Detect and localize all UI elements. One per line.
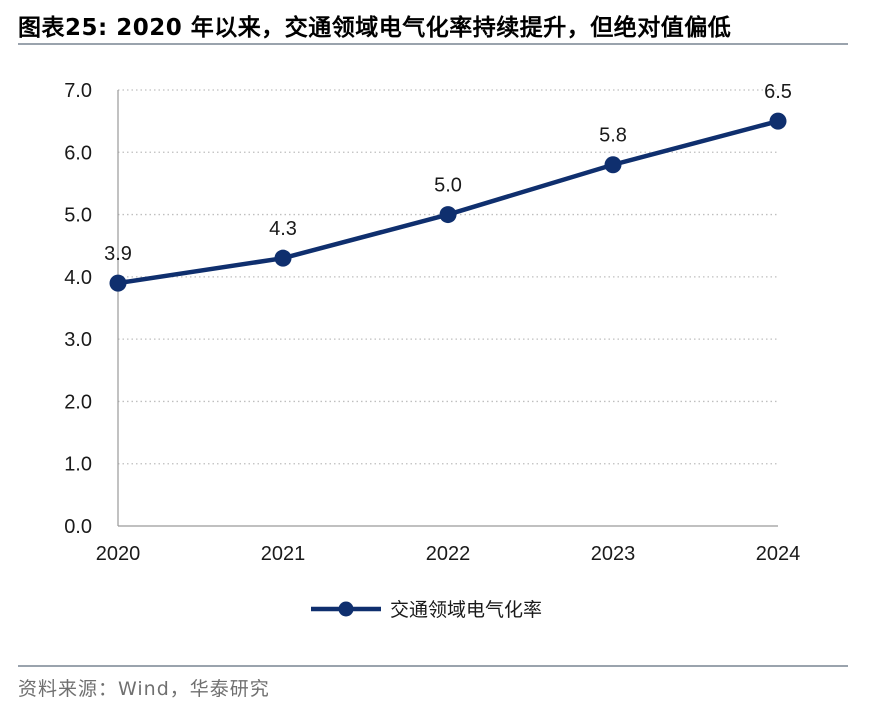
y-tick-label: 4.0 [64,267,92,289]
data-point-2023 [604,156,622,174]
x-tick-label: 2024 [756,543,801,565]
y-axis-ticks: 0.0 1.0 2.0 3.0 4.0 5.0 6.0 7.0 [64,80,92,538]
data-point-2021 [274,249,292,267]
top-divider [18,43,848,45]
x-tick-label: 2021 [261,543,306,565]
data-label-2023: 5.8 [599,125,627,147]
y-tick-label: 1.0 [64,454,92,476]
legend-label: 交通领域电气化率 [390,599,542,621]
data-point-2022 [439,206,457,224]
figure-title: 图表25: 2020 年以来，交通领域电气化率持续提升，但绝对值偏低 [18,15,732,41]
data-point-2020 [109,274,127,292]
y-tick-label: 2.0 [64,391,92,413]
data-label-2021: 4.3 [269,218,297,240]
data-point-2024 [769,112,787,130]
series-line [115,118,781,286]
x-tick-label: 2023 [591,543,636,565]
y-tick-label: 7.0 [64,80,92,102]
x-axis-ticks: 2020 2021 2022 2023 2024 [96,543,801,565]
data-label-2022: 5.0 [434,175,462,197]
data-labels: 3.9 4.3 5.0 5.8 6.5 [104,81,792,265]
data-label-2024: 6.5 [764,81,792,103]
legend: 交通领域电气化率 [311,599,542,621]
y-tick-label: 5.0 [64,205,92,227]
series-layer [109,112,787,292]
y-tick-label: 3.0 [64,329,92,351]
data-label-2020: 3.9 [104,243,132,265]
bottom-divider [18,665,848,667]
source-note: 资料来源：Wind，华泰研究 [18,678,270,700]
x-tick-label: 2022 [426,543,471,565]
x-tick-label: 2020 [96,543,141,565]
y-tick-label: 0.0 [64,516,92,538]
legend-marker-swatch [338,601,354,617]
y-tick-label: 6.0 [64,142,92,164]
line-chart: 0.01.02.03.04.05.06.07.0 2020 2021 2022 202… [64,80,801,621]
axes [117,90,778,527]
